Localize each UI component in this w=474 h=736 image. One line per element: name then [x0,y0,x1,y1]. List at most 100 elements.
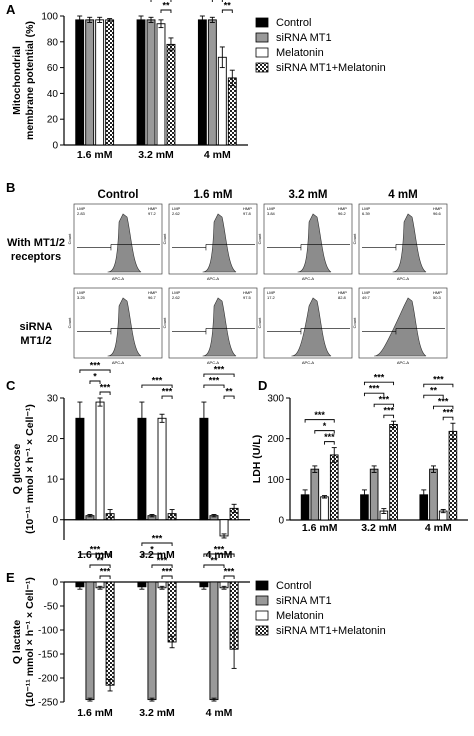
bar [75,19,85,146]
legend-swatch-melatonin [255,610,269,621]
significance-label: *** [433,375,444,385]
flow-y-axis-label: Count [352,317,357,329]
bar [227,77,237,146]
flow-cytometry-grid: Control 1.6 mM 3.2 mM 4 mM With MT1/2 re… [7,189,448,365]
bar [389,423,398,521]
gate-label-low: LMP [77,290,86,295]
gate-label-high: HMP [148,206,157,211]
flow-y-axis-label: Count [352,233,357,245]
legend-label-melatonin: Melatonin [276,610,324,622]
flow-x-axis-label: APC-A [112,276,125,281]
bar [448,430,458,521]
significance-bracket [383,414,395,419]
flow-y-axis-label: Count [257,233,262,245]
bar [136,19,146,146]
legend-swatch-combo [255,62,269,73]
gate-label-high: HMP [433,290,442,295]
legend-swatch-sirna [255,32,269,43]
flow-histogram-peak [107,297,142,357]
significance-bracket [161,395,173,400]
gate-value-low: 2.83 [77,211,86,216]
y-tick-label: 10 [47,475,59,486]
gate-value-high: 96.7 [148,295,157,300]
significance-bracket [151,564,173,568]
flow-histogram-peak [202,297,237,357]
significance-label: *** [383,406,394,416]
x-tick-label: 4 mM [204,149,231,161]
y-tick-label: 300 [267,394,284,405]
panel-label-d: D [258,378,267,393]
flow-y-axis-label: Count [257,317,262,329]
flow-y-axis-label: Count [67,233,72,245]
significance-label: *** [209,376,220,386]
panel-label-b: B [6,180,15,195]
significance-label: *** [152,376,163,386]
significance-bracket [79,553,111,557]
significance-bracket [223,395,235,400]
flow-y-axis-label: Count [162,233,167,245]
significance-label: *** [157,556,168,566]
flow-x-axis-label: APC-A [397,360,410,365]
y-tick-label: -150 [38,650,58,661]
flow-histogram-peak [291,297,332,357]
significance-label: ** [162,1,170,11]
significance-label: *** [100,567,111,577]
gate-label-low: LMP [267,206,276,211]
significance-bracket [141,542,173,546]
y-tick-label: 0 [52,578,58,589]
gate-label-high: HMP [243,206,252,211]
significance-bracket [141,384,173,389]
y-tick-label: -50 [44,602,59,613]
x-tick-label: 1.6 mM [77,149,113,161]
gate-value-high: 50.3 [433,295,442,300]
flow-x-axis-label: APC-A [207,360,220,365]
significance-bracket [99,575,111,579]
gate-label-high: HMP [148,290,157,295]
gate-value-low: 2.62 [172,295,181,300]
bar [197,19,207,146]
flow-column-header-control: Control [98,189,139,201]
legend-swatch-control [255,580,269,591]
x-tick-label: 1.6 mM [77,549,113,561]
gate-label-low: LMP [362,206,371,211]
flow-column-header-1-6mm: 1.6 mM [194,189,233,201]
bar [320,496,329,521]
bar [329,454,339,521]
significance-label: *** [162,567,173,577]
bar [167,581,177,643]
significance-label: ** [430,386,438,396]
y-axis-label: LDH (U/L) [251,435,263,483]
gate-value-low: 6.39 [362,211,371,216]
significance-bracket [99,391,111,395]
y-axis-label: Q glucose [11,443,23,494]
significance-label: *** [443,408,454,418]
x-tick-label: 1.6 mM [77,707,113,719]
chart-c: 0 10 20 30 Q glucose (10⁻¹¹ mmol × h⁻¹ × Cell… [11,361,250,561]
flow-x-axis-label: APC-A [302,360,315,365]
gate-label-high: HMP [338,290,347,295]
gate-value-low: 49.7 [362,295,371,300]
significance-bracket [203,564,225,568]
bar [105,19,115,146]
significance-bracket [314,430,335,434]
y-tick-label: 0 [52,141,58,152]
flow-row-label-sirna-line1: siRNA [19,321,52,333]
y-tick-label: 200 [267,434,284,445]
x-tick-label: 4 mM [425,522,452,534]
significance-bracket [150,0,172,2]
flow-column-header-4mm: 4 mM [388,189,417,201]
bar [85,581,95,701]
bar [85,19,95,146]
bar [146,19,156,146]
significance-label: *** [214,545,225,555]
legend-label-melatonin: Melatonin [276,47,324,59]
legend-e: Control siRNA MT1 Melatonin siRNA MT1+Me… [255,580,386,637]
y-tick-label: 100 [267,475,284,486]
significance-bracket [160,9,172,13]
significance-bracket [223,575,235,579]
